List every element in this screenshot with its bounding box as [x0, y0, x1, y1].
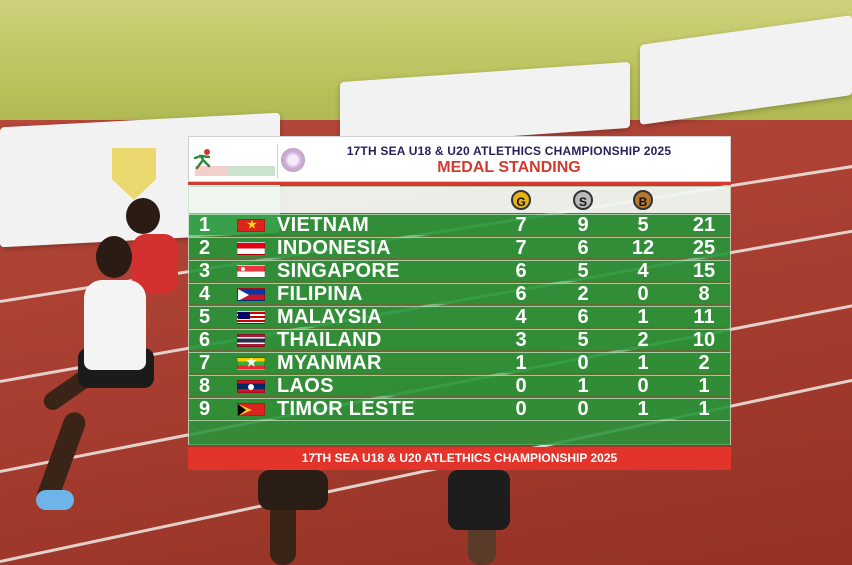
gold-count: 4 — [515, 306, 527, 328]
silver-count: 6 — [577, 237, 589, 259]
federation-seal-icon — [281, 148, 305, 172]
total-count: 8 — [698, 283, 710, 305]
total-count: 1 — [698, 375, 710, 397]
malaysia-flag-icon — [237, 311, 265, 324]
silver-count: 0 — [577, 398, 589, 420]
rank: 8 — [199, 375, 211, 397]
country-name: VIETNAM — [277, 214, 370, 236]
country-name: FILIPINA — [277, 283, 363, 305]
standing-row: 1 VIETNAM 7 9 5 21 — [189, 214, 730, 236]
rank: 2 — [199, 237, 211, 259]
country-name: SINGAPORE — [277, 260, 400, 282]
gold-count: 6 — [515, 283, 527, 305]
laos-flag-icon — [237, 380, 265, 393]
runner — [84, 280, 146, 370]
standing-row: 3 SINGAPORE 6 5 4 15 — [189, 260, 730, 282]
table-spacer-row — [189, 420, 730, 445]
runner — [258, 470, 328, 510]
runner-head — [96, 236, 132, 278]
rank: 3 — [199, 260, 211, 282]
rank: 1 — [199, 214, 211, 236]
bronze-count: 5 — [637, 214, 649, 236]
gold-medal-icon: G — [511, 190, 531, 210]
gold-count: 0 — [515, 398, 527, 420]
total-count: 15 — [692, 260, 716, 282]
bronze-count: 1 — [637, 398, 649, 420]
logo-wordmark — [195, 166, 275, 176]
standing-row: 9 TIMOR LESTE 0 0 1 1 — [189, 398, 730, 420]
rank: 6 — [199, 329, 211, 351]
runner — [448, 470, 510, 530]
gold-count: 7 — [515, 214, 527, 236]
runner-leg — [270, 500, 296, 565]
bronze-count: 12 — [631, 237, 655, 259]
country-name: TIMOR LESTE — [277, 398, 415, 420]
silver-count: 5 — [577, 260, 589, 282]
singapore-flag-icon — [237, 265, 265, 278]
thailand-flag-icon — [237, 334, 265, 347]
gold-count: 1 — [515, 352, 527, 374]
philippines-flag-icon — [237, 288, 265, 301]
medal-table: G S B 1 VIETNAM 7 9 5 21 2 INDONESIA 7 6… — [188, 186, 731, 445]
standing-row: 4 FILIPINA 6 2 0 8 — [189, 283, 730, 305]
logo-divider — [277, 144, 278, 178]
country-name: INDONESIA — [277, 237, 391, 259]
runner-head — [126, 198, 160, 234]
medal-header-row: G S B — [189, 187, 730, 213]
rank: 5 — [199, 306, 211, 328]
gold-count: 7 — [515, 237, 527, 259]
rank: 7 — [199, 352, 211, 374]
standing-row: 7 MYANMAR 1 0 1 2 — [189, 352, 730, 374]
bronze-medal-icon: B — [633, 190, 653, 210]
total-count: 1 — [698, 398, 710, 420]
runner-shoe — [36, 490, 74, 510]
rank: 4 — [199, 283, 211, 305]
header-divider — [188, 182, 731, 185]
runner-logo-icon — [193, 149, 211, 170]
silver-count: 9 — [577, 214, 589, 236]
silver-count: 0 — [577, 352, 589, 374]
country-name: THAILAND — [277, 329, 382, 351]
bronze-count: 4 — [637, 260, 649, 282]
medal-standing-title: MEDAL STANDING — [437, 159, 581, 176]
total-count: 21 — [692, 214, 716, 236]
indonesia-flag-icon — [237, 242, 265, 255]
standing-row: 8 LAOS 0 1 0 1 — [189, 375, 730, 397]
bronze-count: 0 — [637, 375, 649, 397]
gold-count: 6 — [515, 260, 527, 282]
total-count: 25 — [692, 237, 716, 259]
country-name: MYANMAR — [277, 352, 382, 374]
standing-row: 5 MALAYSIA 4 6 1 11 — [189, 306, 730, 328]
rank: 9 — [199, 398, 211, 420]
silver-count: 1 — [577, 375, 589, 397]
standings-header: 17TH SEA U18 & U20 ATLETHICS CHAMPIONSHI… — [188, 136, 731, 182]
silver-count: 6 — [577, 306, 589, 328]
bronze-count: 2 — [637, 329, 649, 351]
standing-row: 6 THAILAND 3 5 2 10 — [189, 329, 730, 351]
event-logo — [193, 142, 278, 178]
vietnam-flag-icon — [237, 219, 265, 232]
silver-count: 5 — [577, 329, 589, 351]
total-count: 10 — [692, 329, 716, 351]
silver-count: 2 — [577, 283, 589, 305]
country-name: LAOS — [277, 375, 334, 397]
total-count: 2 — [698, 352, 710, 374]
gold-count: 0 — [515, 375, 527, 397]
bronze-count: 0 — [637, 283, 649, 305]
standing-row: 2 INDONESIA 7 6 12 25 — [189, 237, 730, 259]
myanmar-flag-icon — [237, 357, 265, 370]
footer-banner: 17TH SEA U18 & U20 ATLETHICS CHAMPIONSHI… — [188, 447, 731, 470]
gold-count: 3 — [515, 329, 527, 351]
bronze-count: 1 — [637, 306, 649, 328]
championship-title: 17TH SEA U18 & U20 ATLETHICS CHAMPIONSHI… — [346, 144, 672, 158]
silver-medal-icon: S — [573, 190, 593, 210]
total-count: 11 — [693, 306, 715, 328]
country-name: MALAYSIA — [277, 306, 383, 328]
timor-leste-flag-icon — [237, 403, 265, 416]
bronze-count: 1 — [637, 352, 649, 374]
